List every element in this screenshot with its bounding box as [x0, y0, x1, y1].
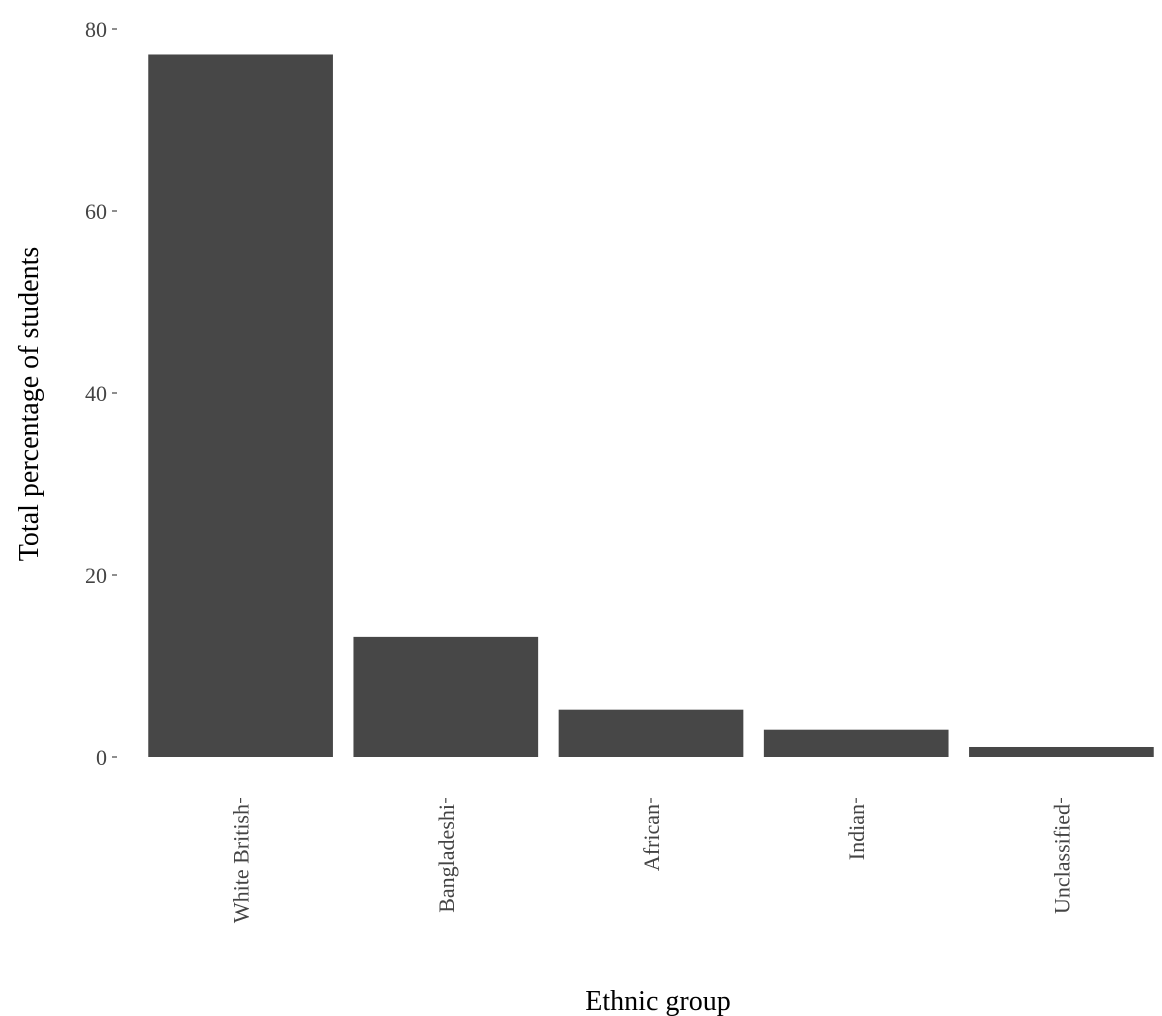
y-axis-title: Total percentage of students	[14, 247, 45, 561]
y-tick-label: 40	[85, 381, 107, 406]
bar-unclassified	[969, 746, 1154, 757]
x-axis-title: Ethnic group	[585, 986, 730, 1016]
bar-white-british	[148, 54, 333, 758]
y-tick-label: 0	[96, 745, 107, 770]
bar-indian	[763, 729, 949, 757]
bar-bangladeshi	[353, 636, 539, 757]
x-tick-label: African	[639, 804, 664, 871]
x-tick-label: Bangladeshi	[434, 804, 459, 913]
y-tick-label: 20	[85, 563, 107, 588]
bars	[148, 54, 1154, 758]
x-tick-label: White British	[229, 804, 254, 923]
y-tick-label: 80	[85, 17, 107, 42]
x-tick-label: Unclassified	[1049, 804, 1074, 914]
bar-african	[558, 709, 744, 757]
x-tick-label: Indian	[844, 804, 869, 860]
y-axis: 0 20 40 60 80	[85, 17, 117, 770]
y-tick-label: 60	[85, 199, 107, 224]
x-axis: White British Bangladeshi African Indian Unc…	[229, 798, 1074, 923]
